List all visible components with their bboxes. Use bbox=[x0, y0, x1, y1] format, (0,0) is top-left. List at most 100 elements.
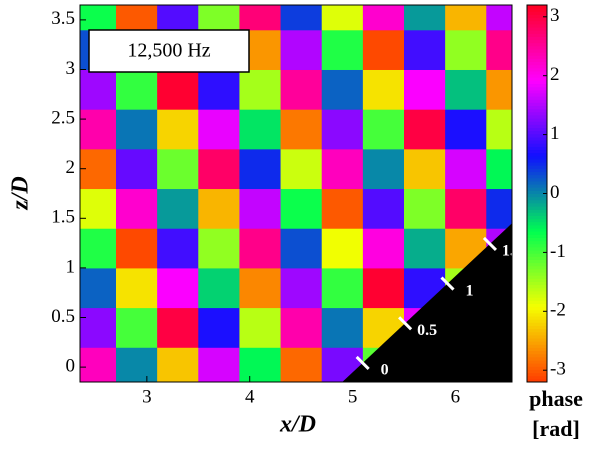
colorbar-segment bbox=[527, 83, 547, 88]
colorbar-segment bbox=[527, 300, 547, 304]
colorbar-segment bbox=[527, 375, 547, 380]
colorbar-segment bbox=[527, 275, 547, 279]
heatmap-cell bbox=[280, 267, 323, 309]
colorbar-segment bbox=[527, 268, 547, 273]
heatmap-cell bbox=[198, 5, 240, 31]
colorbar-segment bbox=[527, 162, 547, 166]
heatmap-cell bbox=[239, 109, 282, 150]
heatmap-cell bbox=[198, 188, 240, 229]
heatmap-cell bbox=[80, 109, 117, 150]
x-tick-label: 5 bbox=[348, 386, 358, 407]
heatmap-cell bbox=[445, 148, 487, 190]
colorbar-segment bbox=[527, 33, 547, 37]
heatmap-cell bbox=[116, 228, 158, 269]
annotation-box bbox=[88, 29, 250, 73]
wedge-label: 0 bbox=[381, 362, 389, 379]
wedge bbox=[342, 223, 512, 382]
colorbar-segment bbox=[527, 287, 547, 292]
heatmap-cell bbox=[321, 307, 364, 348]
colorbar-segment bbox=[527, 366, 547, 370]
colorbar-segment bbox=[527, 187, 547, 191]
heatmap-cell bbox=[404, 228, 446, 269]
colorbar-segment bbox=[527, 328, 547, 333]
heatmap-cell bbox=[239, 228, 282, 269]
colorbar-segment bbox=[527, 243, 547, 248]
heatmap-cell bbox=[280, 148, 323, 190]
colorbar-segment bbox=[527, 127, 547, 132]
colorbar-segment bbox=[527, 174, 547, 179]
heatmap-cell bbox=[362, 5, 405, 31]
colorbar-segment bbox=[527, 237, 547, 242]
colorbar-segment bbox=[527, 171, 547, 176]
heatmap-cell bbox=[80, 347, 117, 382]
colorbar-segment bbox=[527, 278, 547, 282]
colorbar-segment bbox=[527, 316, 547, 320]
heatmap-cell bbox=[280, 5, 323, 31]
colorbar-segment bbox=[527, 284, 547, 289]
y-tick-label: 0 bbox=[66, 355, 76, 376]
colorbar-segment bbox=[527, 96, 547, 100]
colorbar-segment bbox=[527, 202, 547, 207]
colorbar-segment bbox=[527, 224, 547, 229]
heatmap-cell bbox=[239, 5, 282, 31]
heatmap-cell bbox=[157, 5, 199, 31]
colorbar-segment bbox=[527, 218, 547, 223]
colorbar-tick-label: -2 bbox=[550, 300, 566, 321]
colorbar-segment bbox=[527, 99, 547, 103]
heatmap-cell bbox=[362, 228, 405, 269]
colorbar-segment bbox=[527, 14, 547, 19]
colorbar-segment bbox=[527, 152, 547, 157]
colorbar-segment bbox=[527, 108, 547, 113]
colorbar-segment bbox=[527, 67, 547, 72]
colorbar-segment bbox=[527, 74, 547, 78]
heatmap-cell bbox=[116, 148, 158, 190]
colorbar-segment bbox=[527, 36, 547, 41]
colorbar-segment bbox=[527, 64, 547, 69]
heatmap-cell bbox=[116, 109, 158, 150]
colorbar-segment bbox=[527, 319, 547, 323]
x-tick-label: 4 bbox=[245, 386, 255, 407]
colorbar-tick-label: 2 bbox=[550, 64, 560, 85]
colorbar-segment bbox=[527, 209, 547, 213]
heatmap-cell bbox=[157, 347, 199, 382]
colorbar-segment bbox=[527, 184, 547, 188]
colorbar-segment bbox=[527, 168, 547, 173]
heatmap-cell bbox=[80, 307, 117, 348]
colorbar-segment bbox=[527, 312, 547, 317]
heatmap-cell bbox=[321, 69, 364, 110]
colorbar-segment bbox=[527, 231, 547, 235]
y-axis-label: z/D bbox=[8, 176, 34, 210]
x-tick-label: 3 bbox=[142, 386, 152, 407]
heatmap-cell bbox=[116, 307, 158, 348]
heatmap-cell bbox=[198, 267, 240, 309]
colorbar-segment bbox=[527, 360, 547, 364]
colorbar-tick-label: 3 bbox=[550, 5, 560, 26]
colorbar-tick-label: -3 bbox=[550, 359, 566, 380]
heatmap-cell bbox=[239, 69, 282, 110]
colorbar-segment bbox=[527, 114, 547, 119]
colorbar-segment bbox=[527, 118, 547, 122]
colorbar-segment bbox=[527, 350, 547, 355]
colorbar-segment bbox=[527, 17, 547, 22]
colorbar-segment bbox=[527, 265, 547, 270]
x-axis-label: x/D bbox=[279, 412, 316, 438]
y-tick-label: 1 bbox=[66, 256, 76, 277]
colorbar-segment bbox=[527, 158, 547, 163]
heatmap-cell bbox=[445, 69, 487, 110]
heatmap-cell bbox=[157, 267, 199, 309]
colorbar-segment bbox=[527, 363, 547, 367]
heatmap-cell bbox=[362, 267, 405, 309]
y-tick-label: 1.5 bbox=[51, 207, 75, 228]
heatmap-cell bbox=[321, 188, 364, 229]
colorbar-segment bbox=[527, 70, 547, 75]
colorbar-segment bbox=[527, 212, 547, 216]
heatmap-cell bbox=[362, 29, 405, 70]
colorbar-segment bbox=[527, 256, 547, 260]
colorbar-segment bbox=[527, 102, 547, 107]
colorbar-segment bbox=[527, 338, 547, 342]
colorbar-segment bbox=[527, 353, 547, 358]
colorbar-segment bbox=[527, 259, 547, 264]
heatmap-cell bbox=[116, 5, 158, 31]
